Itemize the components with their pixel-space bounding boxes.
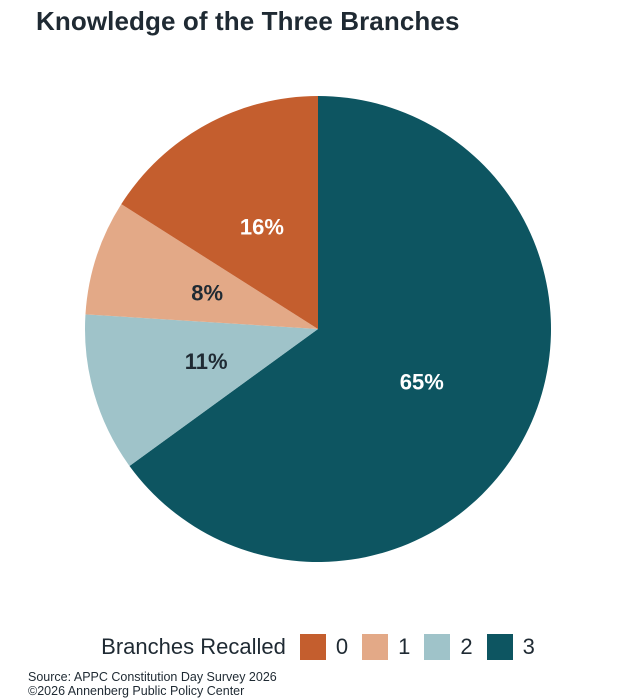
- legend-item-3: 3: [486, 634, 535, 660]
- legend-item-2: 2: [424, 634, 473, 660]
- legend-item-1: 1: [362, 634, 410, 660]
- pie-slice-1: [85, 204, 318, 329]
- source-note: Source: APPC Constitution Day Survey 202…: [28, 670, 277, 684]
- slice-label-1: 8%: [191, 280, 223, 305]
- chart-title: Knowledge of the Three Branches: [36, 6, 460, 36]
- legend-swatch-1: [362, 634, 389, 660]
- legend-label-2: 2: [460, 634, 473, 659]
- pie-slice-3: [129, 96, 552, 562]
- pie-slice-2: [85, 314, 319, 466]
- slice-label-0: 16%: [240, 214, 284, 239]
- legend-label-1: 1: [398, 634, 411, 659]
- legend-swatch-2: [424, 634, 451, 660]
- slice-label-3: 65%: [400, 369, 444, 394]
- legend-title: Branches Recalled: [101, 634, 286, 659]
- pie-slice-0: [121, 95, 318, 329]
- legend-label-3: 3: [522, 634, 535, 659]
- legend-swatch-0: [299, 634, 326, 660]
- legend-swatch-3: [486, 634, 513, 660]
- footer: Source: APPC Constitution Day Survey 202…: [28, 670, 277, 698]
- legend-label-0: 0: [335, 634, 349, 659]
- copyright-note: ©2026 Annenberg Public Policy Center: [28, 684, 245, 698]
- legend-item-0: 0: [299, 634, 349, 660]
- slice-label-2: 11%: [185, 349, 228, 374]
- legend: Branches Recalled 0 1 2 3: [0, 630, 636, 664]
